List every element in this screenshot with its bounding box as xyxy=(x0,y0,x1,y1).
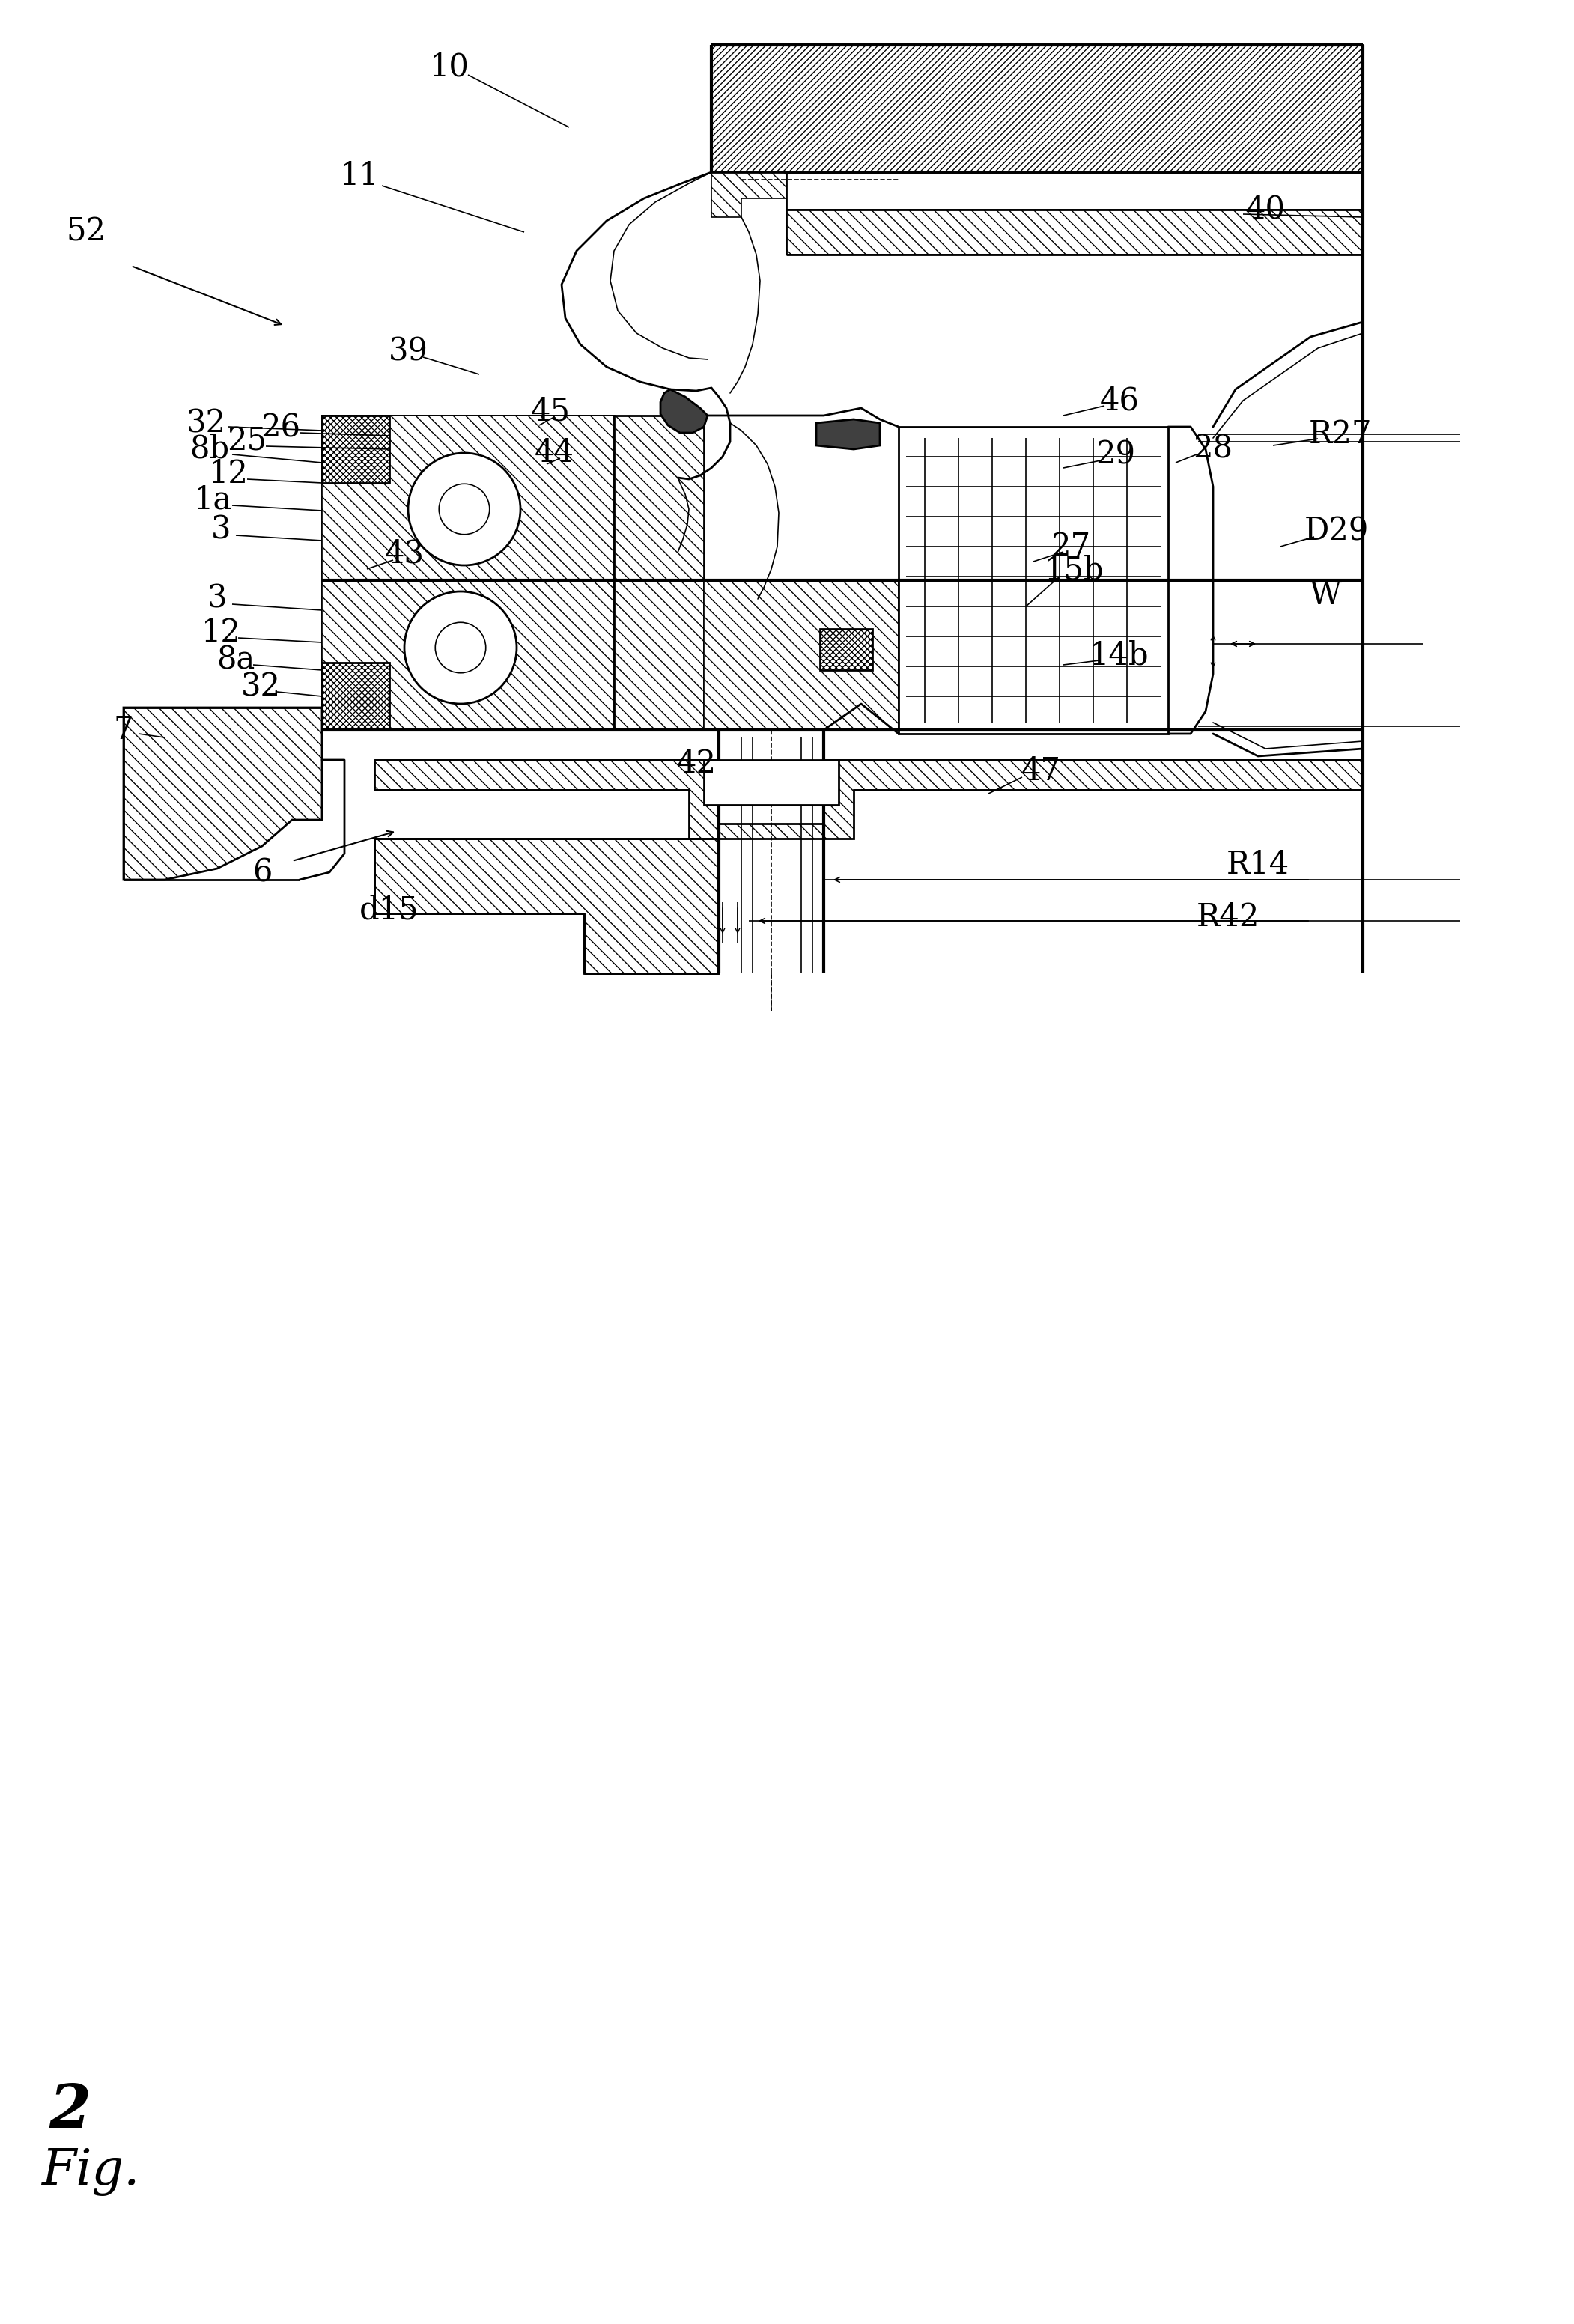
Polygon shape xyxy=(711,172,787,216)
Text: R27: R27 xyxy=(1308,418,1373,451)
Text: 3: 3 xyxy=(208,583,227,614)
Polygon shape xyxy=(820,630,872,669)
Text: 45: 45 xyxy=(530,395,570,428)
Text: R14: R14 xyxy=(1226,848,1289,881)
Text: 46: 46 xyxy=(1100,386,1140,416)
Text: 32: 32 xyxy=(241,672,280,704)
Text: 6: 6 xyxy=(252,858,272,888)
Polygon shape xyxy=(614,416,704,730)
Text: 8a: 8a xyxy=(217,644,255,676)
Text: 12: 12 xyxy=(201,616,241,648)
Polygon shape xyxy=(375,839,719,974)
Text: 1a: 1a xyxy=(194,483,233,516)
Text: 14b: 14b xyxy=(1089,639,1149,672)
Polygon shape xyxy=(661,390,708,432)
Text: 12: 12 xyxy=(208,458,249,490)
Text: 28: 28 xyxy=(1193,435,1232,465)
Text: 32: 32 xyxy=(186,407,225,439)
Text: 3: 3 xyxy=(211,514,231,546)
Text: 11: 11 xyxy=(340,160,379,191)
Polygon shape xyxy=(323,662,389,730)
Text: 26: 26 xyxy=(261,414,301,444)
Polygon shape xyxy=(899,428,1168,734)
Text: 7: 7 xyxy=(113,713,134,746)
Polygon shape xyxy=(704,760,839,804)
Text: 47: 47 xyxy=(1022,755,1061,788)
Polygon shape xyxy=(817,418,880,449)
Text: 10: 10 xyxy=(430,51,469,84)
Text: d15: d15 xyxy=(359,895,419,925)
Text: D29: D29 xyxy=(1305,516,1369,548)
Text: R42: R42 xyxy=(1196,902,1259,932)
Text: 15b: 15b xyxy=(1045,555,1105,586)
Text: 27: 27 xyxy=(1051,530,1091,562)
Text: 52: 52 xyxy=(66,216,105,249)
Polygon shape xyxy=(704,581,899,730)
Text: 2: 2 xyxy=(49,2082,91,2140)
Polygon shape xyxy=(375,760,1363,839)
Text: 25: 25 xyxy=(227,425,268,458)
Polygon shape xyxy=(123,706,323,881)
Circle shape xyxy=(439,483,490,535)
Polygon shape xyxy=(711,44,1363,172)
Text: 42: 42 xyxy=(677,748,716,779)
Text: 39: 39 xyxy=(389,337,428,367)
Circle shape xyxy=(405,593,516,704)
Circle shape xyxy=(436,623,486,674)
Text: 40: 40 xyxy=(1245,193,1286,225)
Text: Fig.: Fig. xyxy=(41,2147,140,2196)
Circle shape xyxy=(408,453,521,565)
Text: W: W xyxy=(1310,579,1341,611)
Text: 8b: 8b xyxy=(190,435,230,465)
Text: 43: 43 xyxy=(384,539,425,569)
Text: 29: 29 xyxy=(1096,439,1135,472)
Polygon shape xyxy=(323,416,614,730)
Polygon shape xyxy=(323,416,389,483)
Polygon shape xyxy=(323,416,614,730)
Polygon shape xyxy=(787,209,1363,256)
Text: 44: 44 xyxy=(534,437,575,469)
